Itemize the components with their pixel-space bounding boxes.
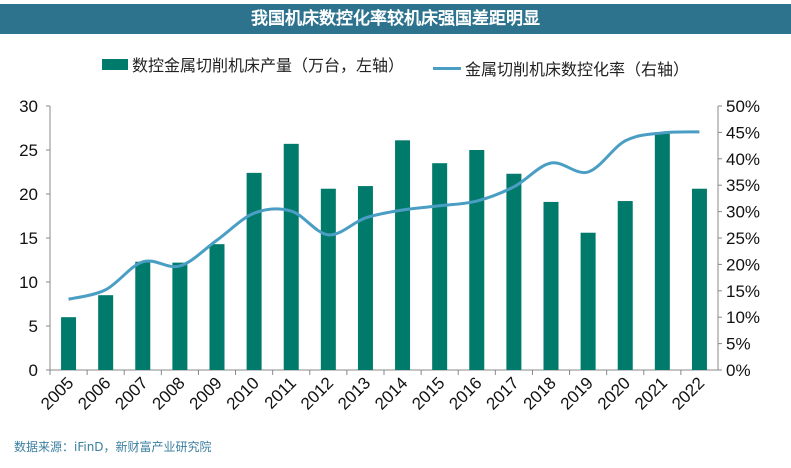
bar <box>617 201 633 370</box>
left-tick-label: 30 <box>19 97 38 116</box>
x-tick-label: 2019 <box>557 373 597 413</box>
bar <box>209 244 225 370</box>
bar <box>61 317 77 370</box>
right-tick-label: 0% <box>726 361 751 380</box>
x-tick-label: 2022 <box>668 373 708 413</box>
right-tick-label: 45% <box>726 123 760 142</box>
legend-label: 金属切削机床数控化率（右轴） <box>465 60 690 79</box>
legend-item-line: 金属切削机床数控化率（右轴） <box>433 56 689 80</box>
left-tick-label: 25 <box>19 141 38 160</box>
x-tick-label: 2015 <box>408 373 448 413</box>
x-tick-label: 2012 <box>297 373 337 413</box>
right-tick-label: 5% <box>726 335 751 354</box>
bar <box>580 232 596 370</box>
left-tick-label: 15 <box>19 229 38 248</box>
x-tick-label: 2013 <box>334 373 374 413</box>
x-tick-label: 2014 <box>371 373 411 413</box>
legend-swatch-line <box>433 66 462 70</box>
x-tick-label: 2018 <box>520 373 560 413</box>
right-tick-label: 20% <box>726 255 760 274</box>
bar <box>320 188 336 370</box>
left-tick-label: 5 <box>29 317 38 336</box>
x-tick-label: 2005 <box>37 373 77 413</box>
x-tick-label: 2009 <box>186 373 226 413</box>
left-tick-label: 20 <box>19 185 38 204</box>
source-note: 数据来源：iFinD，新财富产业研究院 <box>14 440 212 454</box>
x-tick-label: 2011 <box>261 373 300 412</box>
bar <box>395 140 411 370</box>
x-tick-label: 2021 <box>631 373 671 413</box>
line-series <box>68 130 700 301</box>
x-tick-label: 2007 <box>111 373 151 413</box>
bar <box>283 143 299 370</box>
x-tick-label: 2020 <box>594 373 634 413</box>
x-tick-label: 2016 <box>445 373 485 413</box>
bar <box>654 133 670 370</box>
bar <box>691 188 707 370</box>
left-tick-label: 0 <box>29 361 38 380</box>
right-tick-label: 35% <box>726 176 760 195</box>
bar <box>432 163 448 370</box>
legend-item-bar: 数控金属切削机床产量（万台，左轴） <box>101 52 404 76</box>
bar <box>246 172 262 370</box>
x-tick-label: 2008 <box>149 373 189 413</box>
right-tick-label: 50% <box>726 97 760 116</box>
bar <box>469 150 485 370</box>
bar <box>172 262 188 370</box>
bar <box>135 261 151 370</box>
right-tick-label: 25% <box>726 229 760 248</box>
bar <box>98 295 114 370</box>
bar <box>543 201 559 370</box>
x-tick-label: 2017 <box>483 373 523 413</box>
chart-title: 我国机床数控化率较机床强国差距明显 <box>0 4 791 34</box>
right-tick-label: 30% <box>726 203 760 222</box>
left-tick-label: 10 <box>19 273 38 292</box>
legend-label: 数控金属切削机床产量（万台，左轴） <box>131 56 404 75</box>
bar <box>357 186 373 370</box>
right-tick-label: 40% <box>726 150 760 169</box>
bar <box>506 173 522 370</box>
x-tick-label: 2006 <box>74 373 114 413</box>
right-tick-label: 10% <box>726 308 760 327</box>
legend-swatch-bar <box>101 58 128 70</box>
legend: 数控金属切削机床产量（万台，左轴） 金属切削机床数控化率（右轴） <box>0 52 791 80</box>
x-tick-label: 2010 <box>223 373 263 413</box>
right-tick-label: 15% <box>726 282 760 301</box>
